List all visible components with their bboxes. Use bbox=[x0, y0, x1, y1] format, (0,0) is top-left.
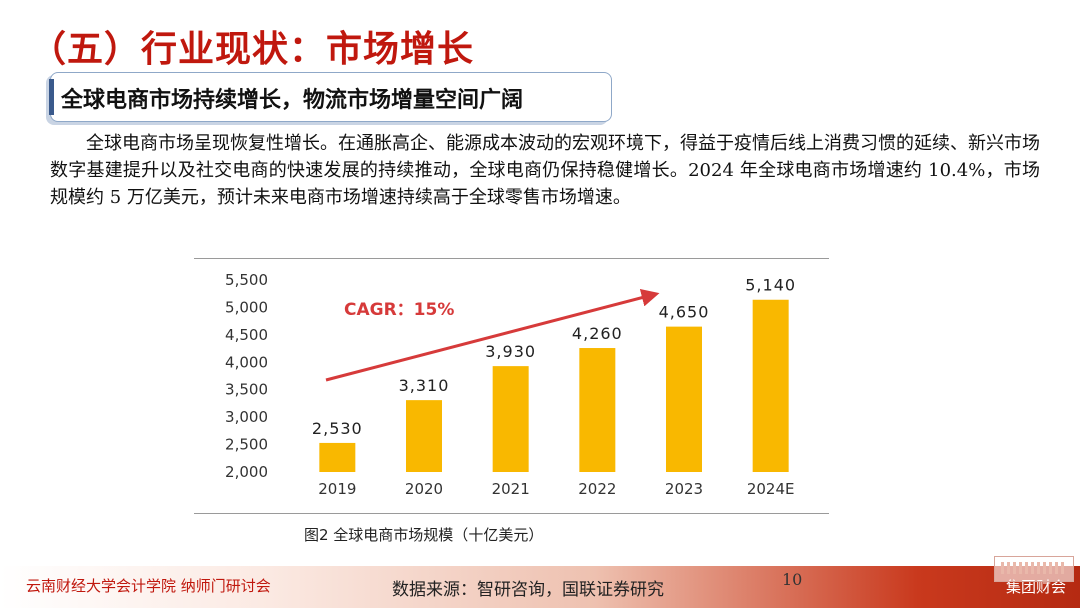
cagr-annotation: CAGR：15% bbox=[344, 300, 454, 320]
footer-brand: 集团财会 bbox=[1005, 578, 1066, 596]
y-tick-label: 4,000 bbox=[225, 353, 268, 371]
cagr-arrow bbox=[325, 288, 660, 382]
bar bbox=[666, 326, 702, 472]
subtitle-text: 全球电商市场持续增长，物流市场增量空间广阔 bbox=[61, 88, 524, 113]
watermark-icon bbox=[994, 556, 1074, 582]
y-tick-label: 4,500 bbox=[225, 326, 268, 344]
bar bbox=[406, 400, 442, 472]
bar bbox=[319, 442, 356, 472]
y-tick-label: 5,500 bbox=[225, 271, 268, 289]
bar-value-label: 2,530 bbox=[312, 419, 363, 438]
subtitle-accent-bar bbox=[49, 79, 54, 115]
body-paragraph: 全球电商市场呈现恢复性增长。在通胀高企、能源成本波动的宏观环境下，得益于疫情后线… bbox=[50, 133, 1040, 208]
y-tick-label: 3,500 bbox=[225, 381, 268, 399]
y-tick-label: 3,000 bbox=[225, 408, 268, 426]
page-number: 10 bbox=[782, 570, 803, 589]
footer-institution: 云南财经大学会计学院 纳师门研讨会 bbox=[26, 577, 271, 595]
x-tick-label: 2019 bbox=[318, 480, 356, 498]
subtitle-box: 全球电商市场持续增长，物流市场增量空间广阔 bbox=[49, 72, 612, 122]
chart-container: 2,000 2,500 3,000 3,500 4,000 4,500 5,000 5,500… bbox=[194, 258, 829, 514]
y-tick-label: 2,000 bbox=[225, 463, 268, 481]
footer-bar: 云南财经大学会计学院 纳师门研讨会 数据来源：智研咨询，国联证券研究 10 集团… bbox=[0, 566, 1080, 608]
x-tick-label: 2023 bbox=[665, 480, 703, 498]
x-tick-label: 2020 bbox=[405, 480, 443, 498]
bar bbox=[492, 366, 529, 472]
y-tick-label: 5,000 bbox=[225, 298, 268, 316]
bar-value-label: 4,650 bbox=[659, 303, 710, 322]
bar-value-label: 4,260 bbox=[572, 324, 623, 343]
bar-chart: 2,000 2,500 3,000 3,500 4,000 4,500 5,000 5,500… bbox=[225, 271, 796, 498]
bar-value-label: 5,140 bbox=[745, 276, 796, 295]
x-tick-label: 2021 bbox=[492, 480, 530, 498]
y-tick-label: 2,500 bbox=[225, 436, 268, 454]
slide-title: （五）行业现状：市场增长 bbox=[30, 29, 475, 70]
figure-caption: 图2 全球电商市场规模（十亿美元） bbox=[304, 526, 544, 544]
x-tick-label: 2024E bbox=[747, 480, 795, 498]
x-tick-label: 2022 bbox=[578, 480, 616, 498]
bar bbox=[752, 299, 789, 472]
bar bbox=[579, 348, 616, 472]
bar-value-label: 3,310 bbox=[399, 376, 450, 395]
bar-value-label: 3,930 bbox=[485, 342, 536, 361]
footer-source: 数据来源：智研咨询，国联证券研究 bbox=[392, 580, 664, 600]
